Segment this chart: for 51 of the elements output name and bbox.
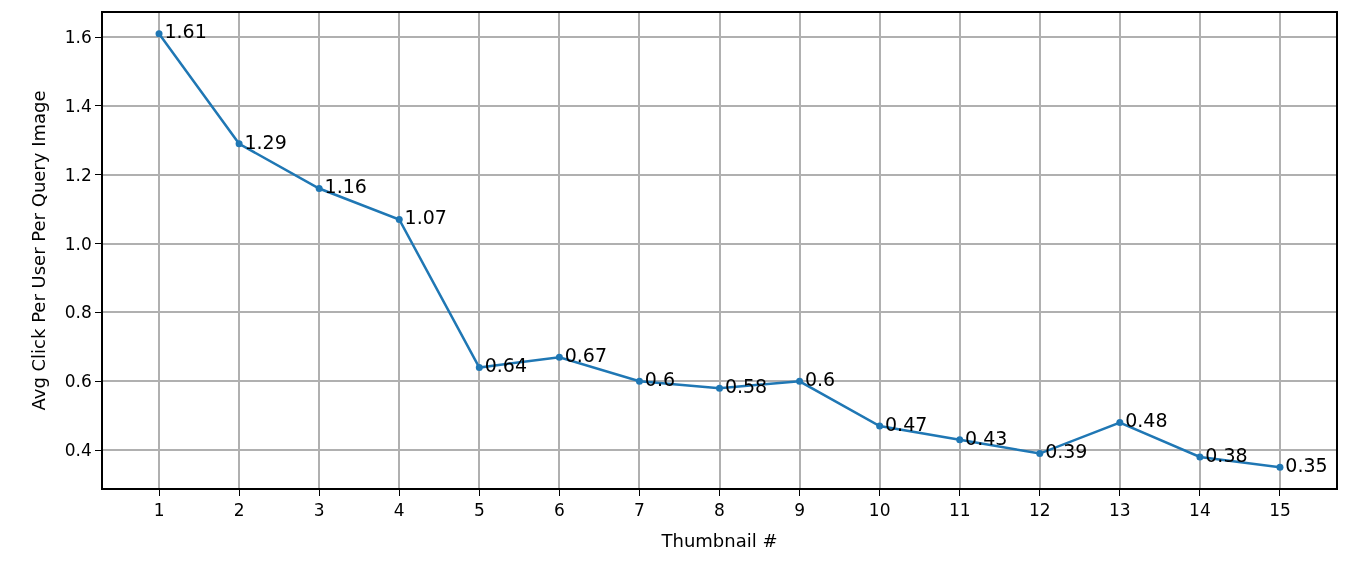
- data-label: 0.47: [885, 412, 928, 435]
- data-label: 1.29: [244, 130, 287, 153]
- x-tick-label: 10: [868, 500, 891, 521]
- point: [475, 364, 483, 372]
- data-label: 1.07: [404, 206, 447, 229]
- point: [555, 353, 563, 361]
- data-label: 0.48: [1125, 409, 1168, 432]
- x-tick-label: 14: [1189, 500, 1211, 521]
- x-tick-label: 13: [1109, 500, 1131, 521]
- x-tick-label: 9: [794, 500, 805, 521]
- point: [155, 30, 163, 38]
- data-label: 0.67: [564, 343, 608, 366]
- point: [1116, 419, 1124, 427]
- x-tick-label: 2: [233, 500, 245, 521]
- x-tick-label: 4: [393, 500, 405, 521]
- y-tick-label: 0.4: [64, 440, 92, 461]
- point: [635, 377, 643, 385]
- data-label: 0.38: [1205, 443, 1248, 466]
- x-tick-label: 1: [153, 500, 165, 521]
- point: [395, 216, 403, 224]
- x-tick-label: 3: [313, 500, 325, 521]
- point: [1276, 463, 1284, 471]
- data-label: 0.39: [1045, 440, 1088, 463]
- y-axis-title: Avg Click Per User Per Query Image: [27, 90, 49, 411]
- point: [956, 436, 964, 444]
- point: [876, 422, 884, 430]
- x-tick-label: 7: [634, 500, 645, 521]
- point: [1196, 453, 1204, 461]
- point: [1036, 450, 1044, 458]
- y-tick-label: 1.2: [64, 164, 92, 185]
- x-tick-label: 11: [948, 500, 971, 521]
- x-tick-label: 6: [553, 500, 565, 521]
- y-tick-label: 1.4: [64, 95, 92, 116]
- y-tick-label: 0.6: [64, 371, 92, 392]
- data-label: 1.16: [324, 175, 367, 198]
- data-label: 0.6: [804, 368, 836, 391]
- x-tick-label: 8: [714, 500, 725, 521]
- y-tick-label: 0.8: [64, 302, 92, 323]
- point: [716, 384, 723, 392]
- data-label: 0.35: [1285, 454, 1328, 477]
- y-tick-label: 1.0: [64, 233, 92, 254]
- y-tick-label: 1.6: [64, 27, 92, 48]
- data-label: 1.61: [164, 20, 207, 43]
- x-tick-label: 5: [473, 500, 485, 521]
- point: [315, 185, 323, 193]
- x-tick-label: 15: [1269, 500, 1291, 521]
- x-axis-title: Thumbnail #: [660, 529, 778, 551]
- point: [235, 140, 243, 148]
- x-tick-label: 12: [1028, 500, 1051, 521]
- data-label: 0.43: [965, 426, 1008, 449]
- point: [796, 377, 804, 385]
